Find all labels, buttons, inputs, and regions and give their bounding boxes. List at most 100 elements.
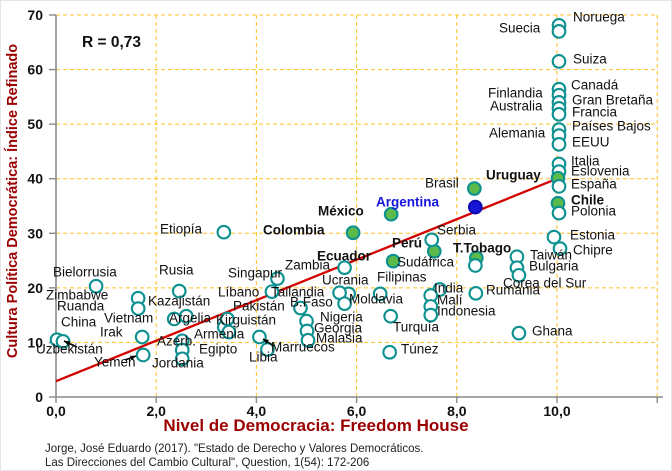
label-suiza: Suiza [573, 52, 607, 67]
label-kirguistan: Kirguistán [216, 313, 276, 328]
label-t-tobago: T.Tobago [453, 241, 511, 256]
label-indonesia: Indonesia [437, 304, 496, 319]
point-jordania [174, 351, 190, 367]
label-espana: España [571, 177, 617, 192]
point-corea-del-sur [511, 267, 527, 283]
point-ruanda [130, 301, 146, 316]
point-suecia [551, 24, 567, 39]
point-francia [551, 106, 567, 122]
label-ecuador: Ecuador [317, 249, 372, 264]
point-rumania [468, 285, 484, 301]
arrowhead-yemen [130, 355, 136, 361]
arrowhead-marruecos [263, 339, 269, 344]
label-b-faso: B.Faso [290, 295, 333, 310]
label-francia: Francia [572, 105, 618, 120]
x-tick-label-4: 4,0 [247, 403, 267, 419]
point-mexico [383, 206, 399, 222]
label-paises-bajos: Países Bajos [572, 119, 651, 134]
label-china: China [61, 315, 97, 330]
label-libano: Líbano [218, 285, 259, 300]
x-tick-label-6: 6,0 [347, 403, 367, 419]
x-tick-label-10: 10,0 [543, 403, 570, 419]
label-sudafrica: Sudáfrica [397, 255, 455, 270]
label-tailandia: Tailandia [271, 285, 325, 300]
point-polonia [551, 205, 567, 221]
label-irak: Irak [100, 325, 123, 340]
label-marruecos: Marruecos [271, 340, 335, 355]
point-indonesia [423, 307, 439, 323]
point-libano [264, 284, 280, 300]
label-mexico: México [318, 204, 364, 219]
point-rusia [171, 283, 187, 299]
y-tick-label-30: 30 [27, 225, 43, 241]
point-suiza [551, 54, 567, 69]
label-armenia: Armenia [194, 327, 245, 342]
label-bielorrusia: Bielorrusia [53, 265, 117, 280]
label-etiopia: Etiopía [160, 222, 203, 237]
x-tick-label-0: 0,0 [46, 403, 66, 419]
label-filipinas: Filipinas [377, 270, 427, 285]
point-estonia [546, 229, 562, 245]
label-azerb: Azerb. [157, 334, 196, 349]
y-tick-label-50: 50 [27, 116, 43, 132]
citation-line-2: Las Direcciones del Cambio Cultural", Qu… [45, 457, 370, 469]
point-vietnam [166, 311, 182, 327]
label-uruguay: Uruguay [486, 168, 541, 183]
point-ghana [511, 325, 527, 341]
point-etiopia [216, 224, 232, 240]
label-kazajistan: Kazajistán [148, 294, 210, 309]
label-zambia: Zambia [285, 258, 331, 273]
label-zimbabwe: Zimbabwe [46, 288, 108, 303]
label-colombia: Colombia [263, 223, 325, 238]
point-colombia [345, 225, 361, 241]
label-chile: Chile [571, 193, 604, 208]
label-argentina: Argentina [376, 195, 439, 210]
y-tick-label-0: 0 [35, 389, 43, 405]
label-rusia: Rusia [159, 263, 194, 278]
label-ruanda: Ruanda [57, 299, 105, 314]
point-pakistan [293, 300, 308, 316]
citation-line-1: Jorge, José Eduardo (2017). "Estado de D… [45, 443, 424, 455]
label-peru: Perú [392, 236, 422, 251]
x-tick-label-2: 2,0 [146, 403, 166, 419]
label-libia: Libia [249, 350, 278, 365]
arrowhead-uzbekistan [64, 341, 70, 346]
label-corea-del-sur: Corea del Sur [503, 276, 587, 291]
label-bulgaria: Bulgaria [529, 259, 579, 274]
label-jordania: Jordania [152, 356, 204, 371]
label-noruega: Noruega [573, 10, 625, 25]
label-eeuu: EEUU [572, 135, 610, 150]
label-finlandia: Finlandia [488, 86, 543, 101]
point-argentina [467, 199, 483, 215]
label-argelia: Argelia [169, 311, 212, 326]
point-marruecos [252, 329, 267, 345]
label-pakistan: Pakistán [233, 299, 285, 314]
x-axis-title: Nivel de Democracia: Freedom House [163, 416, 469, 435]
label-canada: Canadá [571, 78, 619, 93]
point-malasia [300, 332, 316, 348]
label-tunez: Túnez [401, 342, 439, 357]
label-egipto: Egipto [199, 342, 237, 357]
y-tick-label-10: 10 [27, 334, 43, 350]
point-sudafrica [467, 258, 483, 273]
label-turquia: Turquía [393, 320, 440, 335]
x-tick-label-8: 8,0 [447, 403, 467, 419]
point-irak [134, 329, 150, 345]
label-moldavia: Moldavia [349, 292, 404, 307]
label-alemania: Alemania [489, 126, 546, 141]
label-suecia: Suecia [499, 21, 541, 36]
y-axis-title: Cultura Política Democrática: Índice Ref… [5, 43, 21, 359]
y-tick-label-40: 40 [27, 171, 43, 187]
label-ucrania: Ucrania [322, 273, 369, 288]
label-malasia: Malasia [316, 331, 363, 346]
label-estonia: Estonia [570, 228, 616, 243]
point-yemen [135, 347, 151, 363]
label-uzbekistan: Uzbekistán [36, 342, 103, 357]
point-bielorrusia [88, 278, 104, 294]
point-libia [260, 342, 275, 357]
label-serbia: Serbia [437, 223, 477, 238]
label-singapur: Singapur [228, 266, 283, 281]
point-ecuador [385, 253, 401, 269]
